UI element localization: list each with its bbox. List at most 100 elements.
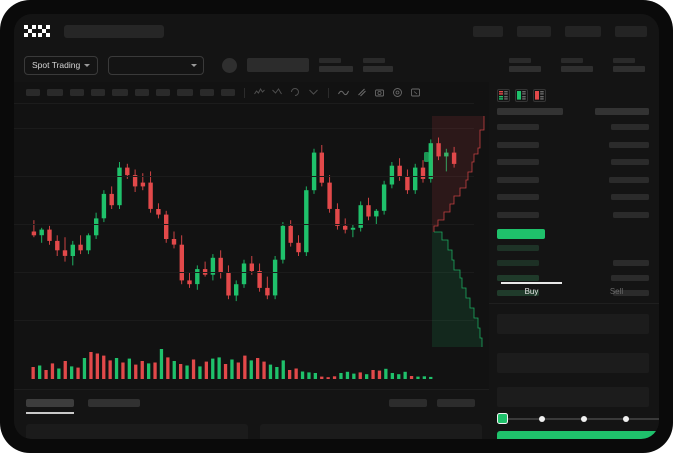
- chart-toolbar: [14, 82, 474, 104]
- orderbook-asks-icon[interactable]: [533, 89, 546, 102]
- orderbook-bid-size[interactable]: [613, 260, 649, 266]
- orderbook-ask-size[interactable]: [613, 211, 649, 218]
- candlestick-series: [31, 137, 457, 302]
- orderbook-both-icon[interactable]: [497, 89, 510, 102]
- line-chart-icon[interactable]: [338, 87, 349, 98]
- slider-handle[interactable]: [497, 413, 508, 424]
- price-field[interactable]: [497, 314, 649, 334]
- orderbook-ask-size[interactable]: [611, 124, 649, 130]
- undo-icon[interactable]: [290, 87, 301, 98]
- stat-label: [561, 58, 583, 63]
- spot-trading-button[interactable]: Spot Trading: [24, 55, 99, 75]
- compare-icon[interactable]: [272, 87, 283, 98]
- indicator-icon[interactable]: [254, 87, 265, 98]
- orderbook-ask-price[interactable]: [497, 211, 539, 218]
- orderbook-ask-size[interactable]: [609, 141, 649, 148]
- candlestick-chart[interactable]: [14, 104, 474, 344]
- interval-button-5[interactable]: [112, 89, 128, 96]
- submit-buy-button[interactable]: [497, 431, 659, 439]
- depth-chart-series: [424, 116, 485, 347]
- spot-trading-label: Spot Trading: [32, 60, 81, 70]
- orderbook-bids-icon[interactable]: [515, 89, 528, 102]
- stat-24h-volume: [561, 58, 593, 72]
- interval-button-3[interactable]: [70, 89, 84, 96]
- tab-open-orders[interactable]: [26, 399, 74, 414]
- orderbook-ask-size[interactable]: [609, 176, 649, 183]
- nav-item-1[interactable]: [473, 25, 503, 37]
- settings-icon[interactable]: [392, 87, 403, 98]
- orderbook-last-price[interactable]: [497, 229, 545, 239]
- app-header: [14, 14, 659, 48]
- tab-sell[interactable]: Sell: [574, 282, 659, 303]
- orderbook-ask-price[interactable]: [497, 194, 539, 200]
- orderbook-bid-price[interactable]: [497, 245, 539, 251]
- interval-button-6[interactable]: [135, 89, 149, 96]
- ticker-bar: Spot Trading: [14, 48, 659, 82]
- okx-logo-icon: [24, 24, 50, 37]
- orderbook-ask-price[interactable]: [497, 124, 539, 130]
- stat-value: [613, 66, 645, 72]
- nav-item-2[interactable]: [517, 25, 551, 37]
- pair-selector[interactable]: [108, 55, 205, 75]
- interval-button-4[interactable]: [91, 89, 105, 96]
- orderbook-bid-size[interactable]: [613, 290, 649, 296]
- slider-mark-75[interactable]: [623, 415, 629, 422]
- orderbook-ask-size[interactable]: [611, 159, 649, 165]
- slider-mark-25[interactable]: [539, 415, 545, 422]
- nav-item-3[interactable]: [565, 25, 601, 37]
- stat-label: [319, 58, 342, 63]
- interval-button-10[interactable]: [221, 89, 235, 96]
- total-field[interactable]: [497, 387, 649, 407]
- interval-button-7[interactable]: [156, 89, 170, 96]
- orderbook-ask-price[interactable]: [497, 159, 539, 165]
- orderbook-header-left: [497, 108, 563, 115]
- gridline: [14, 128, 474, 129]
- gridline: [14, 320, 474, 321]
- interval-button-2[interactable]: [47, 89, 63, 96]
- orderbook-bid-price[interactable]: [497, 290, 539, 296]
- depth-chart: [424, 114, 492, 349]
- gridline: [14, 272, 474, 273]
- bottom-action-1[interactable]: [389, 399, 427, 407]
- amount-field[interactable]: [497, 353, 649, 373]
- app-screen: Spot Trading: [14, 14, 659, 439]
- gridline: [14, 224, 474, 225]
- tab-buy-label: Buy: [524, 287, 539, 296]
- nav-item-4[interactable]: [615, 25, 647, 37]
- bottom-card-2[interactable]: [260, 424, 482, 439]
- chevron-down-icon[interactable]: [308, 87, 319, 98]
- slider-mark-50[interactable]: [581, 415, 587, 422]
- interval-button-8[interactable]: [177, 89, 193, 96]
- interval-button-9[interactable]: [200, 89, 214, 96]
- toolbar-divider: [244, 87, 245, 98]
- orderbook-header-right: [595, 108, 649, 115]
- interval-button-1[interactable]: [26, 89, 40, 96]
- stat-24h-low: [509, 58, 541, 72]
- orderbook-ask-price[interactable]: [497, 176, 539, 183]
- stat-value: [319, 66, 354, 72]
- okx-logo[interactable]: [24, 24, 54, 38]
- orderbook-ask-price[interactable]: [497, 141, 539, 148]
- orderbook-bid-price[interactable]: [497, 275, 539, 281]
- bottom-cards: [26, 424, 482, 439]
- fullscreen-icon[interactable]: [410, 87, 421, 98]
- stat-label: [509, 58, 531, 63]
- orderbook-bid-price[interactable]: [497, 260, 539, 266]
- orderbook-layout-toggles: [489, 82, 659, 102]
- stat-value: [363, 66, 394, 72]
- amount-slider[interactable]: [497, 413, 659, 425]
- search-input[interactable]: [64, 24, 164, 38]
- tab-sell-label: Sell: [609, 287, 624, 296]
- tab-order-history[interactable]: [88, 399, 140, 407]
- volume-histogram: [14, 339, 474, 389]
- order-book-rows[interactable]: [489, 108, 659, 296]
- camera-icon[interactable]: [374, 87, 385, 98]
- tab-label: [26, 399, 74, 407]
- eraser-icon[interactable]: [356, 87, 367, 98]
- tab-buy[interactable]: Buy: [489, 282, 574, 303]
- bottom-card-1[interactable]: [26, 424, 248, 439]
- orderbook-bid-size[interactable]: [611, 275, 649, 281]
- orderbook-ask-size[interactable]: [611, 194, 649, 200]
- bottom-action-2[interactable]: [437, 399, 475, 407]
